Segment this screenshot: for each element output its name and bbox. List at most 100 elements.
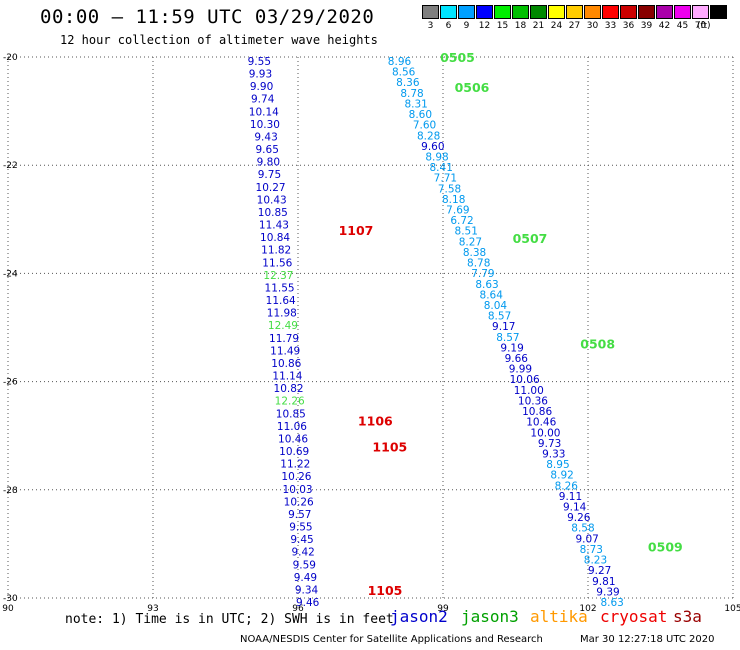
scale-label: 36 bbox=[622, 21, 635, 31]
wave-height-value: 10.86 bbox=[271, 358, 301, 370]
wave-height-value: 7.58 bbox=[438, 183, 461, 195]
wave-height-value: 9.57 bbox=[288, 509, 311, 521]
wave-height-value: 9.46 bbox=[296, 597, 320, 609]
wave-height-value: 9.34 bbox=[295, 584, 319, 596]
pass-time-label: 1106 bbox=[358, 414, 393, 429]
note-text: note: 1) Time is in UTC; 2) SWH is in fe… bbox=[65, 612, 394, 627]
wave-height-value: 8.63 bbox=[600, 597, 623, 609]
y-tick-label: -20 bbox=[3, 53, 18, 63]
wave-height-value: 11.49 bbox=[270, 345, 300, 357]
footer-timestamp: Mar 30 12:27:18 UTC 2020 bbox=[580, 634, 715, 645]
wave-height-value: 9.17 bbox=[492, 321, 515, 333]
wave-height-value: 9.65 bbox=[256, 144, 279, 156]
wave-height-value: 11.22 bbox=[280, 459, 310, 471]
chart-title: 00:00 – 11:59 UTC 03/29/2020 bbox=[40, 6, 375, 28]
x-tick-label: 102 bbox=[579, 604, 596, 614]
wave-height-value: 10.03 bbox=[283, 484, 313, 496]
scale-swatch bbox=[620, 5, 637, 19]
scale-swatch bbox=[476, 5, 493, 19]
wave-height-value: 10.36 bbox=[518, 395, 548, 407]
wave-height-value: 9.55 bbox=[289, 522, 312, 534]
wave-height-value: 7.79 bbox=[471, 268, 494, 280]
wave-height-value: 10.85 bbox=[276, 408, 306, 420]
wave-height-value: 10.27 bbox=[256, 182, 286, 194]
footer-credit: NOAA/NESDIS Center for Satellite Applica… bbox=[240, 634, 543, 645]
scale-label: 42 bbox=[658, 21, 671, 31]
wave-height-value: 8.92 bbox=[550, 470, 573, 482]
scale-label: 21 bbox=[532, 21, 545, 31]
scale-swatch bbox=[674, 5, 691, 19]
wave-height-value: 9.74 bbox=[251, 94, 275, 106]
scale-label: 33 bbox=[604, 21, 617, 31]
scale-label: 6 bbox=[445, 21, 452, 31]
wave-height-value: 8.28 bbox=[417, 130, 440, 142]
y-tick-label: -26 bbox=[3, 378, 18, 388]
wave-height-value: 9.60 bbox=[421, 141, 444, 153]
wave-height-value: 9.90 bbox=[250, 81, 273, 93]
wave-height-value: 9.43 bbox=[254, 131, 277, 143]
wave-height-value: 8.57 bbox=[496, 332, 519, 344]
wave-height-value: 9.99 bbox=[509, 364, 532, 376]
wave-height-value: 8.63 bbox=[475, 279, 498, 291]
scale-label: 9 bbox=[463, 21, 470, 31]
scale-swatch bbox=[422, 5, 439, 19]
legend-jason3: jason3 bbox=[461, 607, 519, 626]
wave-height-value: 9.81 bbox=[592, 576, 615, 588]
wave-height-value: 10.82 bbox=[274, 383, 304, 395]
x-tick-label: 96 bbox=[292, 604, 304, 614]
wave-height-value: 9.80 bbox=[257, 157, 280, 169]
wave-height-value: 8.57 bbox=[488, 311, 511, 323]
wave-height-value: 9.75 bbox=[258, 169, 281, 181]
y-tick-label: -24 bbox=[3, 269, 18, 279]
scale-swatch bbox=[530, 5, 547, 19]
wave-height-value: 10.46 bbox=[526, 417, 556, 429]
wave-height-value: 9.11 bbox=[559, 491, 582, 503]
wave-height-value: 8.51 bbox=[455, 226, 478, 238]
scale-swatch bbox=[494, 5, 511, 19]
scale-swatch bbox=[584, 5, 601, 19]
wave-height-value: 8.23 bbox=[584, 555, 607, 567]
scale-label: 18 bbox=[514, 21, 527, 31]
scale-unit: (ft) bbox=[697, 21, 711, 31]
wave-height-value: 8.27 bbox=[459, 236, 482, 248]
scale-label: 45 bbox=[676, 21, 689, 31]
wave-height-value: 8.04 bbox=[484, 300, 508, 312]
scale-swatch bbox=[458, 5, 475, 19]
wave-height-value: 8.96 bbox=[388, 56, 412, 68]
pass-time-label: 0507 bbox=[513, 231, 548, 246]
scale-swatch bbox=[602, 5, 619, 19]
wave-height-value: 10.85 bbox=[258, 207, 288, 219]
scale-swatch bbox=[566, 5, 583, 19]
y-tick-label: -30 bbox=[3, 594, 18, 604]
wave-height-value: 8.60 bbox=[409, 109, 432, 121]
wave-height-value: 6.72 bbox=[450, 215, 473, 227]
wave-height-value: 10.00 bbox=[530, 427, 560, 439]
wave-height-value: 10.69 bbox=[279, 446, 309, 458]
wave-height-value: 8.64 bbox=[480, 289, 504, 301]
wave-height-value: 10.46 bbox=[278, 433, 308, 445]
scale-label: 15 bbox=[496, 21, 509, 31]
wave-height-value: 11.98 bbox=[267, 308, 297, 320]
wave-height-value: 10.26 bbox=[281, 471, 311, 483]
x-tick-label: 90 bbox=[2, 604, 14, 614]
scale-swatch bbox=[638, 5, 655, 19]
wave-height-value: 8.18 bbox=[442, 194, 465, 206]
wave-height-value: 9.42 bbox=[291, 547, 314, 559]
scale-swatch bbox=[440, 5, 457, 19]
y-tick-label: -28 bbox=[3, 486, 18, 496]
wave-height-value: 9.33 bbox=[542, 448, 565, 460]
legend-jason2: jason2 bbox=[390, 607, 448, 626]
scale-label: 12 bbox=[478, 21, 491, 31]
wave-height-value: 8.78 bbox=[400, 88, 423, 100]
wave-height-value: 11.43 bbox=[259, 220, 289, 232]
scale-swatch bbox=[710, 5, 727, 19]
wave-height-value: 9.59 bbox=[293, 559, 316, 571]
scale-label: 39 bbox=[640, 21, 653, 31]
wave-height-value: 9.39 bbox=[596, 586, 619, 598]
wave-height-value: 9.07 bbox=[575, 533, 598, 545]
wave-height-value: 11.79 bbox=[269, 333, 299, 345]
scale-swatch bbox=[512, 5, 529, 19]
wave-height-value: 9.45 bbox=[290, 534, 313, 546]
